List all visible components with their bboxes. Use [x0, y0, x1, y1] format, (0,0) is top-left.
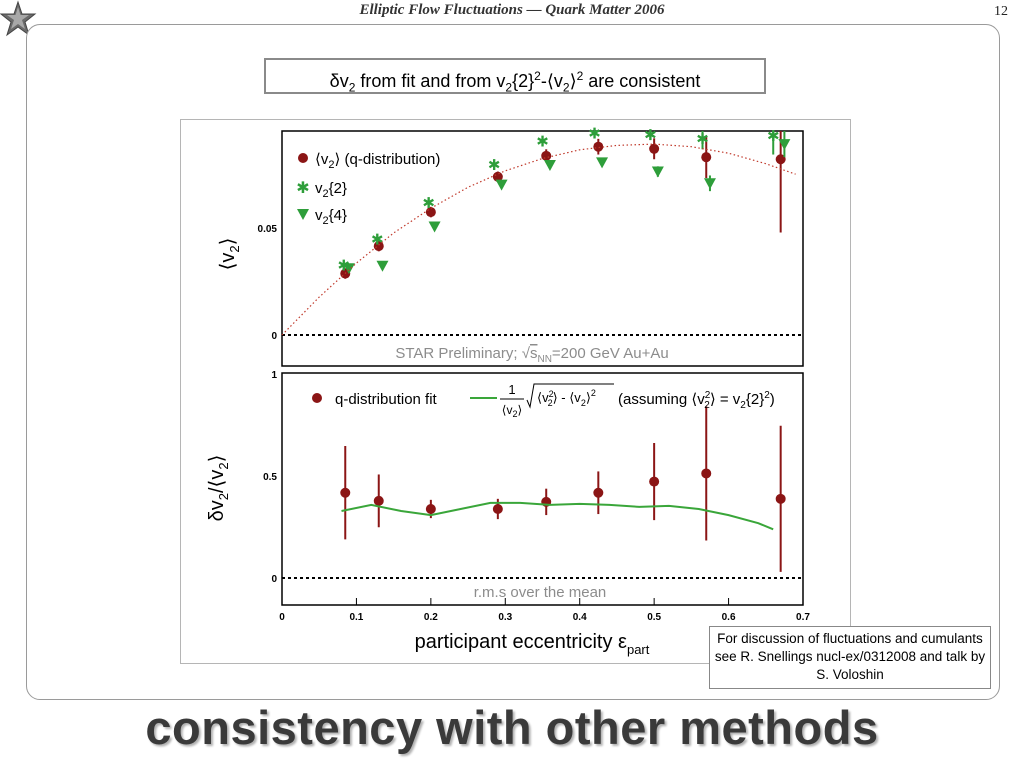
legend-label-v22: v2{2}	[315, 180, 347, 200]
caption-sub-2: 2	[505, 80, 513, 95]
bottom-ytick-05: 0.5	[263, 472, 277, 483]
caption-mid: from fit and from v	[355, 71, 506, 91]
legend-marker-fit	[312, 393, 322, 403]
caption-end: are consistent	[583, 71, 701, 91]
plot-frame	[180, 119, 851, 664]
note-box: For discussion of fluctuations and cumul…	[709, 626, 991, 689]
bottom-plot-area	[281, 372, 804, 606]
top-point-2-1	[376, 260, 389, 272]
top-marks: ✱ ✱ ✱ ✱ ✱ ✱ ✱ ✱ ✱	[281, 126, 796, 336]
top-point-2-5	[596, 157, 609, 169]
bottom-marks	[340, 406, 786, 572]
top-point-1-6: ✱	[644, 127, 657, 144]
top-point-2-7	[703, 178, 716, 190]
formula-radicand: ⟨v2 2⟩ - ⟨v2⟩2	[537, 388, 596, 408]
legend-formula-fraction: 1 ⟨v2⟩ ⟨v2 2⟩ - ⟨v2⟩2	[500, 382, 614, 419]
caption-box: δv2 from fit and from v2{2}2-⟨v2⟩2 are c…	[264, 58, 766, 95]
caption-brace: {2}	[512, 71, 535, 91]
legend-marker-v24	[297, 209, 309, 220]
caption-close: ⟩	[569, 71, 577, 91]
top-ytick-005: 0.05	[258, 224, 278, 235]
legend-label-v24: v2{4}	[315, 207, 347, 227]
top-point-2-2	[428, 221, 441, 233]
header-title: Elliptic Flow Fluctuations — Quark Matte…	[359, 2, 665, 18]
caption-minus: -⟨v	[540, 71, 563, 91]
legend-label-q: ⟨v2⟩ (q-distribution)	[315, 151, 440, 171]
x-tick-label-5: 0.5	[647, 612, 661, 623]
top-point-0-7	[701, 152, 712, 163]
top-panel: ✱ ✱ ✱ ✱ ✱ ✱ ✱ ✱ ✱ 0 0.05 ⟨v2⟩ ⟨v2⟩ (q-distributi…	[217, 126, 804, 367]
top-point-1-8: ✱	[767, 128, 780, 145]
top-point-2-8	[778, 139, 791, 151]
top-point-1-3: ✱	[488, 157, 501, 174]
bottom-point-0-6	[649, 476, 660, 487]
top-plot-area	[281, 130, 804, 367]
page-number: 12	[994, 4, 1008, 19]
x-axis-label: participant eccentricity εpart	[415, 631, 650, 657]
top-ylabel: ⟨v2⟩	[217, 238, 242, 271]
caption-sub: 2	[348, 80, 356, 95]
top-watermark: STAR Preliminary; √sNN=200 GeV Au+Au	[395, 345, 668, 365]
top-point-2-6	[651, 166, 664, 178]
bottom-ylabel: δv2/⟨v2⟩	[206, 455, 231, 522]
legend-formula-assumption: (assuming ⟨v2 2⟩ = v2{2}2)	[618, 390, 775, 411]
caption-sub-3: 2	[562, 80, 570, 95]
x-tick-label-1: 0.1	[349, 612, 363, 623]
top-point-0-3	[492, 171, 503, 182]
legend-marker-v22: ✱	[296, 180, 309, 197]
bottom-watermark: r.m.s over the mean	[474, 584, 607, 601]
x-tick-label-3: 0.3	[498, 612, 512, 623]
caption-sq: 2	[534, 69, 541, 83]
slide-frame	[26, 24, 1000, 700]
x-tick-label-6: 0.6	[722, 612, 736, 623]
bottom-point-0-0	[340, 487, 351, 498]
x-tick-labels: 0 0.1 0.2 0.3 0.4 0.5 0.6 0.7	[279, 598, 810, 623]
formula-denominator: ⟨v2⟩	[502, 403, 522, 419]
legend-marker-q	[298, 153, 308, 163]
top-point-0-5	[593, 141, 604, 152]
top-point-1-1: ✱	[371, 232, 384, 249]
bottom-point-0-8	[775, 493, 786, 504]
bottom-point-0-5	[593, 487, 604, 498]
x-tick-label-2: 0.2	[424, 612, 438, 623]
bottom-ytick-0: 0	[271, 574, 277, 585]
star-logo	[0, 0, 37, 37]
main-heading: consistency with other methods	[145, 701, 879, 754]
top-ytick-0: 0	[271, 331, 277, 342]
x-tick-label-7: 0.7	[796, 612, 810, 623]
bottom-curve-1	[341, 501, 774, 531]
top-point-1-5: ✱	[588, 126, 601, 143]
top-point-2-4	[543, 160, 556, 171]
formula-numerator: 1	[508, 382, 515, 397]
top-point-0-8	[775, 154, 786, 165]
caption-sq-2: 2	[576, 69, 584, 83]
formula-sqrt	[526, 383, 614, 409]
top-point-1-4: ✱	[536, 133, 549, 150]
top-curve-3	[281, 143, 796, 336]
top-point-0-1	[373, 241, 384, 252]
caption-delta: δ	[329, 71, 340, 91]
bottom-point-0-3	[492, 503, 503, 514]
bottom-legend: q-distribution fit 1 ⟨v2⟩ ⟨v2 2⟩ - ⟨v2⟩2 …	[312, 382, 775, 419]
bottom-point-0-2	[425, 503, 436, 514]
top-point-0-6	[649, 143, 660, 154]
legend-label-fit: q-distribution fit	[335, 391, 438, 408]
top-point-1-7: ✱	[696, 131, 709, 148]
top-point-2-3	[495, 179, 508, 191]
bottom-point-0-1	[373, 495, 384, 506]
bottom-panel: 0 0.5 1 0 0.1 0.2 0.3 0.4 0.5 0.6 0.7 δv2/⟨v2⟩ …	[206, 370, 810, 657]
top-point-1-2: ✱	[422, 195, 435, 212]
bottom-ytick-1: 1	[271, 370, 277, 381]
top-point-2-0	[342, 263, 355, 275]
bottom-point-0-7	[701, 468, 712, 479]
top-point-0-4	[541, 150, 552, 161]
x-tick-label-4: 0.4	[573, 612, 587, 623]
caption-v: v	[339, 71, 349, 91]
top-legend: ⟨v2⟩ (q-distribution) ✱ v2{2} v2{4}	[296, 151, 440, 227]
x-tick-label-0: 0	[279, 612, 285, 623]
